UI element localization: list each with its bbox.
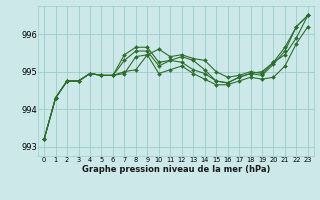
X-axis label: Graphe pression niveau de la mer (hPa): Graphe pression niveau de la mer (hPa): [82, 165, 270, 174]
